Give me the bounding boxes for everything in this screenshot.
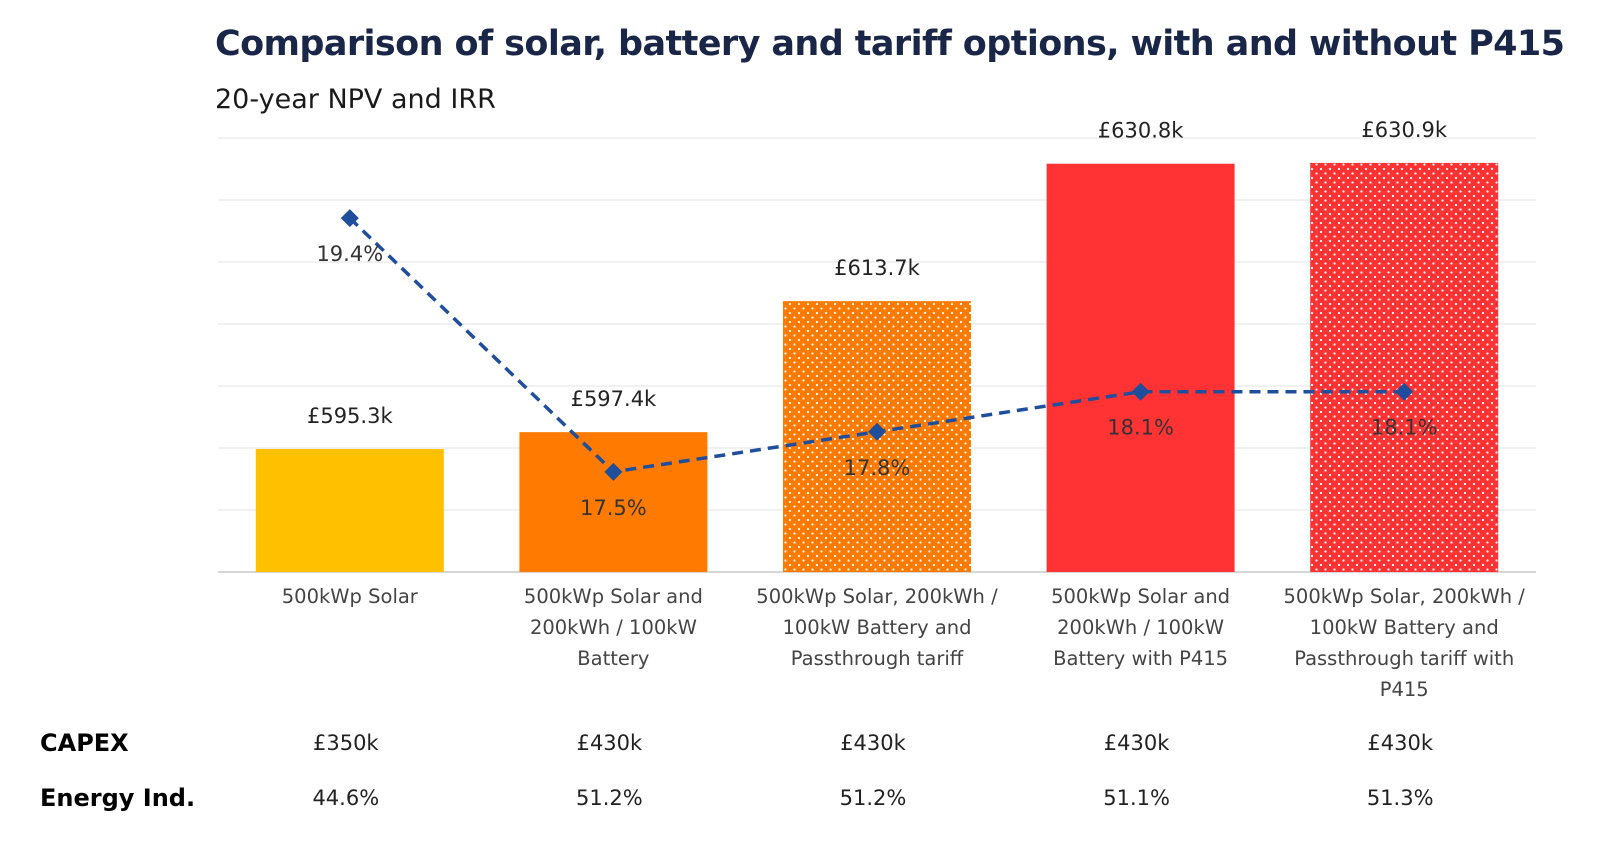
irr-data-label: 17.5% <box>580 496 647 520</box>
category-label: 500kWp Solar and <box>524 585 703 608</box>
irr-marker <box>1395 382 1414 401</box>
category-label: 500kWp Solar <box>282 585 419 608</box>
table-cell: £350k <box>312 731 379 755</box>
npv-irr-chart: £595.3k 500kWp Solar £597.4k 500kWp Solar a… <box>218 118 1536 701</box>
irr-data-label: 18.1% <box>1371 416 1438 440</box>
table-cell: 51.1% <box>1103 786 1170 810</box>
category-label: Battery <box>577 647 649 670</box>
npv-bar-pattern <box>1310 162 1499 573</box>
irr-data-label: 17.8% <box>844 456 911 480</box>
category-label: Battery with P415 <box>1053 647 1228 670</box>
table-cell: £430k <box>1103 731 1170 755</box>
npv-data-label: £595.3k <box>307 404 393 428</box>
table-cell: 51.2% <box>576 786 643 810</box>
category-label: Passthrough tariff with <box>1294 647 1514 670</box>
npv-data-label: £597.4k <box>571 387 657 411</box>
table-cell: £430k <box>576 731 643 755</box>
irr-data-label: 18.1% <box>1107 416 1174 440</box>
category-label: Passthrough tariff <box>791 647 964 670</box>
table-row-label: CAPEX <box>40 729 129 757</box>
category-label: 200kWh / 100kW <box>1057 616 1224 639</box>
npv-data-label: £630.8k <box>1098 119 1184 143</box>
category-label: 100kW Battery and <box>1310 616 1499 639</box>
table-cell: 51.3% <box>1366 786 1434 810</box>
npv-data-label: £613.7k <box>834 256 920 280</box>
category-label: 500kWp Solar, 200kWh / <box>1284 585 1526 608</box>
irr-marker <box>1131 382 1150 401</box>
category-label: P415 <box>1380 678 1429 701</box>
table-cell: 44.6% <box>312 786 380 810</box>
table-row-label: Energy Ind. <box>40 784 196 812</box>
category-label: 100kW Battery and <box>782 616 971 639</box>
npv-bar <box>1046 163 1235 573</box>
irr-marker <box>868 422 886 441</box>
npv-bar <box>519 432 708 572</box>
table-cell: £430k <box>1367 731 1433 755</box>
category-label: 200kWh / 100kW <box>530 616 697 639</box>
category-label: 500kWp Solar and <box>1051 585 1230 608</box>
table-cell: £430k <box>840 731 906 755</box>
table-cell: 51.2% <box>839 786 907 810</box>
chart-title: Comparison of solar, battery and tariff … <box>215 24 1565 64</box>
irr-data-label: 19.4% <box>316 242 383 266</box>
category-label: 500kWp Solar, 200kWh / <box>756 585 998 608</box>
npv-data-label: £630.9k <box>1361 118 1447 142</box>
irr-marker <box>604 462 623 481</box>
chart-subtitle: 20-year NPV and IRR <box>215 84 496 115</box>
npv-bar <box>255 449 444 572</box>
irr-marker <box>340 209 359 228</box>
